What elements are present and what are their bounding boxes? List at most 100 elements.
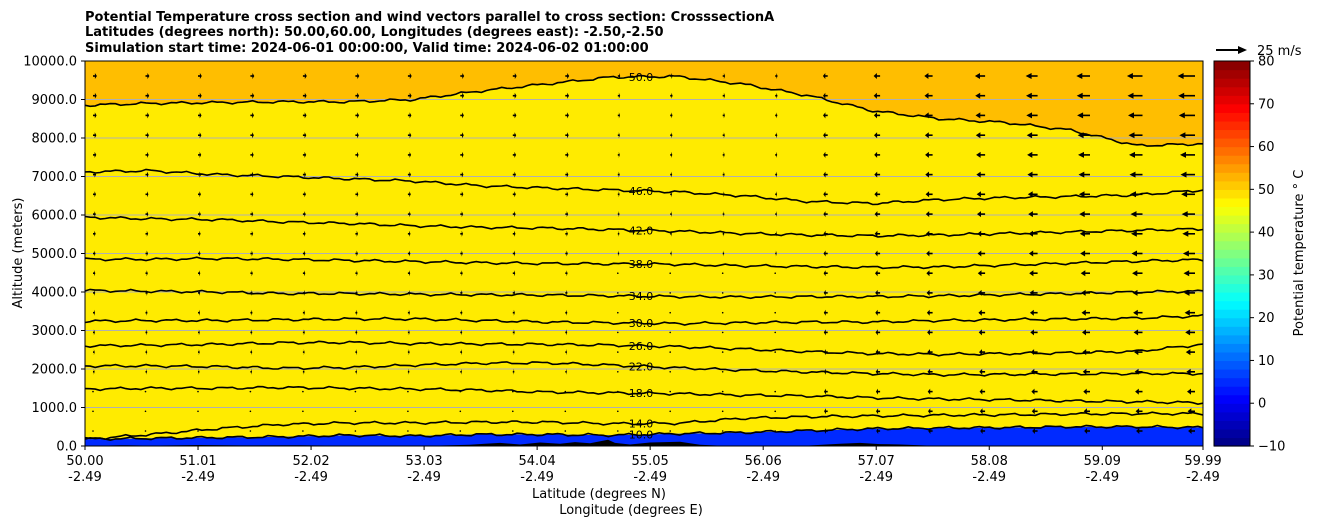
wind-vector-head	[303, 349, 305, 356]
wind-vector-head	[93, 329, 95, 336]
wind-vector	[721, 292, 724, 294]
wind-vector-head	[980, 428, 983, 434]
wind-vector-head	[1185, 329, 1191, 336]
x-tick-label-lat: 56.06	[745, 454, 782, 469]
quiver-key: 25 m/s	[1216, 44, 1302, 59]
wind-vector-head	[251, 230, 254, 237]
chart-title: Potential Temperature cross section and …	[85, 10, 774, 56]
wind-vector	[564, 410, 567, 413]
wind-vector	[669, 410, 671, 413]
colorbar-band	[1214, 437, 1250, 447]
wind-vector-head	[1129, 151, 1135, 158]
wind-vector-head	[199, 230, 201, 237]
wind-vector-head	[356, 171, 359, 178]
wind-vector	[617, 331, 619, 334]
wind-vector-head	[147, 191, 149, 198]
wind-vector-head	[776, 230, 777, 237]
wind-vector-head	[566, 250, 568, 257]
wind-vector-head	[823, 250, 826, 257]
colorbar-band	[1214, 61, 1250, 71]
wind-vector-head	[723, 112, 725, 119]
wind-vector-head	[979, 368, 983, 375]
wind-vector-head	[1084, 428, 1088, 434]
colorbar-frame	[1213, 60, 1251, 447]
wind-vector-head	[461, 289, 463, 296]
wind-vector	[774, 390, 776, 393]
wind-vector-head	[671, 191, 672, 198]
wind-vector	[197, 390, 199, 393]
wind-vector-head	[409, 92, 412, 99]
wind-vector-head	[1185, 349, 1191, 356]
wind-vector-head	[824, 368, 826, 375]
wind-vector-head	[94, 171, 97, 178]
wind-vector-head	[356, 349, 358, 356]
wind-vector	[774, 351, 776, 353]
wind-vector-head	[1080, 250, 1086, 257]
wind-vector-head	[823, 191, 826, 198]
wind-vector-head	[619, 73, 621, 79]
wind-vector	[617, 351, 619, 353]
x-tick-label-lat: 54.04	[519, 454, 556, 469]
x-tick-label-lon: -2.49	[1085, 470, 1119, 485]
wind-vector-head	[1184, 309, 1190, 316]
wind-vector-head	[1134, 349, 1139, 356]
wind-vector-head	[357, 112, 359, 119]
wind-vector-head	[874, 191, 878, 198]
colorbar-band	[1214, 197, 1250, 208]
wind-vector-head	[356, 289, 358, 296]
wind-vector	[774, 371, 776, 373]
wind-vector-head	[566, 309, 568, 316]
wind-vector-head	[1028, 250, 1034, 257]
wind-vector-head	[875, 349, 878, 356]
wind-vector-head	[875, 309, 878, 316]
colorbar-tick-label: 70	[1258, 97, 1275, 112]
wind-vector-head	[927, 349, 930, 356]
colorbar-band	[1214, 292, 1250, 302]
wind-vector-head	[977, 250, 982, 257]
wind-vector-head	[924, 92, 929, 99]
band-bottom	[85, 426, 1203, 446]
wind-vector-head	[776, 211, 777, 218]
colorbar-band	[1214, 163, 1250, 173]
wind-vector-head	[823, 92, 826, 99]
wind-vector-head	[671, 211, 672, 218]
colorbar-band	[1214, 103, 1250, 113]
colorbar-band	[1214, 206, 1250, 216]
colorbar-band	[1214, 274, 1250, 285]
wind-vector-head	[823, 151, 826, 158]
wind-vector	[302, 390, 304, 393]
wind-vector-head	[251, 349, 253, 356]
wind-vector-head	[251, 250, 253, 257]
wind-vector-head	[1181, 191, 1188, 198]
wind-vector-head	[618, 191, 620, 198]
contour-lines	[85, 74, 1203, 442]
wind-vector-head	[776, 132, 778, 139]
y-tick-label: 0.0	[56, 440, 77, 455]
wind-vector-head	[146, 329, 148, 336]
wind-vector-head	[408, 309, 410, 316]
colorbar-band	[1214, 155, 1250, 165]
wind-vector-head	[462, 73, 465, 79]
wind-vector-head	[251, 309, 253, 316]
wind-vector-head	[357, 151, 359, 158]
wind-vector-head	[409, 112, 412, 119]
wind-vector-head	[199, 211, 201, 218]
wind-vector-head	[977, 270, 982, 277]
wind-vector-head	[408, 349, 410, 356]
wind-vector-head	[618, 92, 621, 99]
wind-vector-head	[925, 171, 929, 178]
wind-vector-head	[304, 270, 306, 277]
wind-vector-head	[1077, 112, 1084, 119]
wind-vector-head	[671, 151, 673, 158]
wind-vector-head	[874, 230, 878, 237]
wind-vector-head	[513, 349, 515, 356]
x-tick-label-lon: -2.49	[859, 470, 893, 485]
wind-vector-head	[823, 329, 826, 336]
wind-vector-head	[147, 171, 149, 178]
wind-vector-head	[514, 92, 517, 99]
wind-vector-head	[461, 230, 463, 237]
wind-vector	[144, 430, 147, 432]
x-tick-label-lon: -2.49	[633, 470, 667, 485]
wind-vector-head	[978, 309, 982, 316]
wind-vector-head	[723, 191, 725, 198]
